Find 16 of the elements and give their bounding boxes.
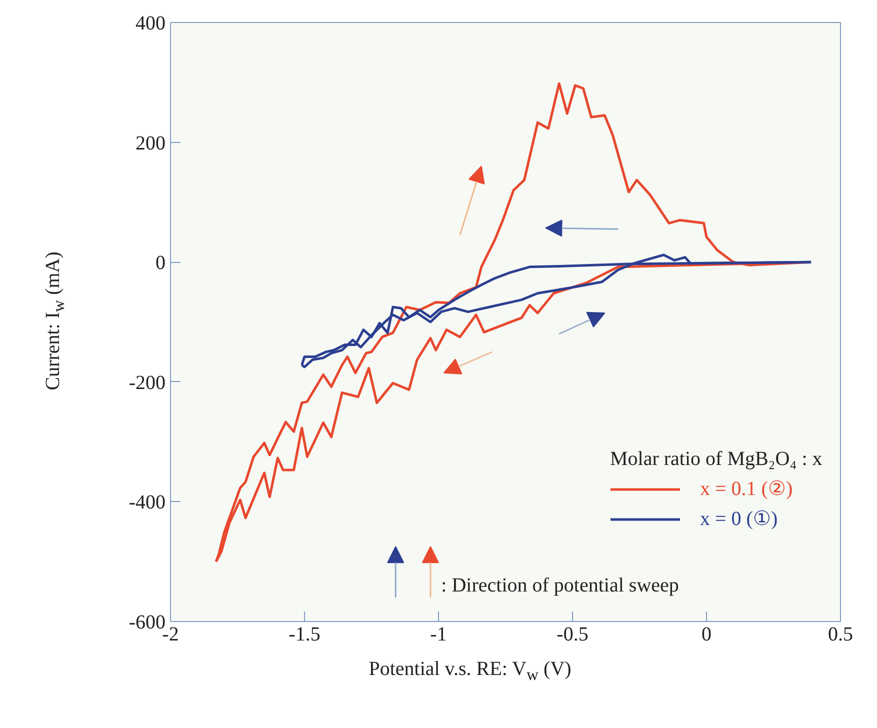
x-tick-label: -1.5 (288, 624, 320, 646)
legend-label: x = 0 (①) (700, 507, 778, 531)
x-tick-label: -0.5 (556, 624, 588, 646)
x-axis-title: Potential v.s. RE: V$_{w}$ (V) (368, 657, 572, 686)
x-tick-label: 0.5 (828, 624, 853, 646)
y-tick-label: -200 (128, 372, 166, 394)
x-tick-label: 0 (702, 624, 712, 646)
legend-title: Molar ratio of MgB₂O₄ : x (610, 448, 822, 471)
annotation: : Direction of potential sweep (441, 574, 679, 597)
legend-label: x = 0.1 (②) (700, 477, 793, 501)
y-tick-label: 200 (136, 132, 166, 154)
x-tick-label: -1 (430, 624, 447, 646)
y-tick-label: -600 (128, 612, 166, 634)
y-tick-label: 400 (136, 12, 166, 34)
y-tick-label: -400 (128, 492, 166, 514)
y-tick-label: 0 (156, 252, 166, 274)
